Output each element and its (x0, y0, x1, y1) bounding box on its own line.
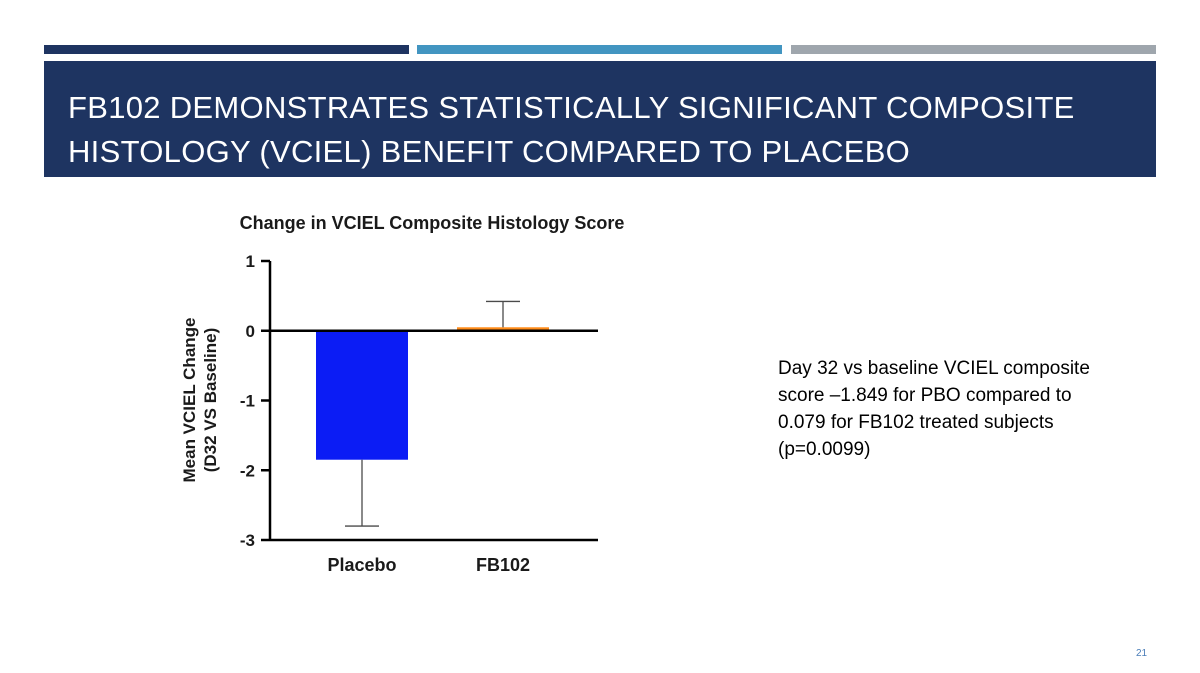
y-tick-label: 0 (246, 322, 255, 341)
y-tick-label: -2 (240, 461, 255, 480)
bar-placebo (316, 330, 408, 460)
y-axis-label: Mean VCIEL Change (D32 VS Baseline) (180, 318, 220, 483)
accent-stripe-dark (44, 45, 409, 54)
y-tick-label: -3 (240, 531, 255, 550)
x-tick-label: FB102 (476, 555, 530, 575)
accent-stripe-blue (417, 45, 782, 54)
y-tick-label: -1 (240, 392, 255, 411)
y-axis-label-line2: (D32 VS Baseline) (201, 328, 220, 473)
y-axis-label-line1: Mean VCIEL Change (180, 318, 199, 483)
title-band (44, 61, 1156, 177)
chart-title: Change in VCIEL Composite Histology Scor… (240, 213, 625, 233)
page-number: 21 (1136, 648, 1148, 659)
y-tick-label: 1 (246, 252, 255, 271)
x-tick-label: Placebo (327, 555, 396, 575)
accent-stripe-gray (791, 45, 1156, 54)
bar-fb102 (457, 327, 549, 331)
slide-title: FB102 Demonstrates Statistically Signifi… (68, 90, 1075, 169)
result-caption: Day 32 vs baseline VCIEL composite score… (778, 358, 1090, 460)
